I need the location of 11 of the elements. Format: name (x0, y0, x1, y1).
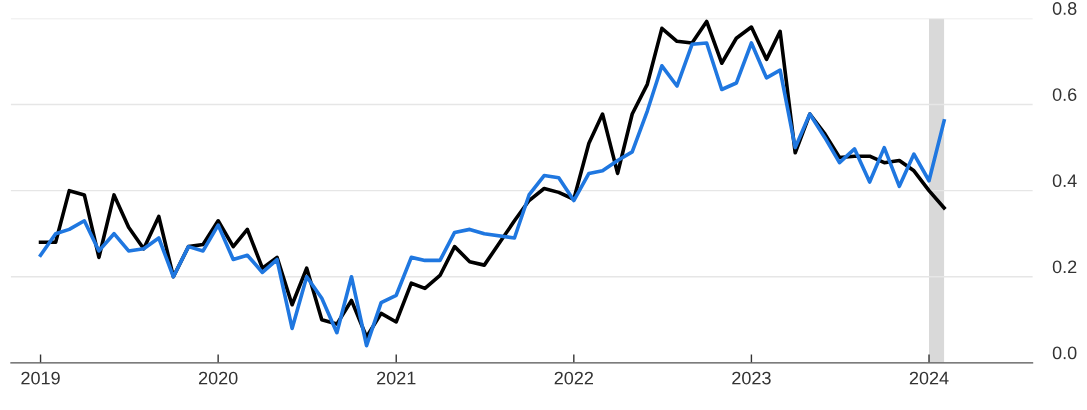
x-tick-label: 2023 (732, 371, 771, 385)
y-tick-label: 0.4 (1052, 174, 1077, 188)
x-tick-label: 2020 (198, 371, 238, 385)
y-tick-label: 0.8 (1052, 2, 1077, 15)
x-tick-label: 2024 (909, 371, 949, 385)
y-tick-label: 0.2 (1052, 260, 1077, 274)
x-tick-label: 2022 (554, 371, 593, 385)
x-tick-label: 2019 (21, 371, 60, 385)
y-tick-label: 0.6 (1052, 88, 1077, 101)
y-tick-label: 0.0 (1052, 346, 1077, 360)
x-tick-label: 2021 (377, 371, 416, 385)
